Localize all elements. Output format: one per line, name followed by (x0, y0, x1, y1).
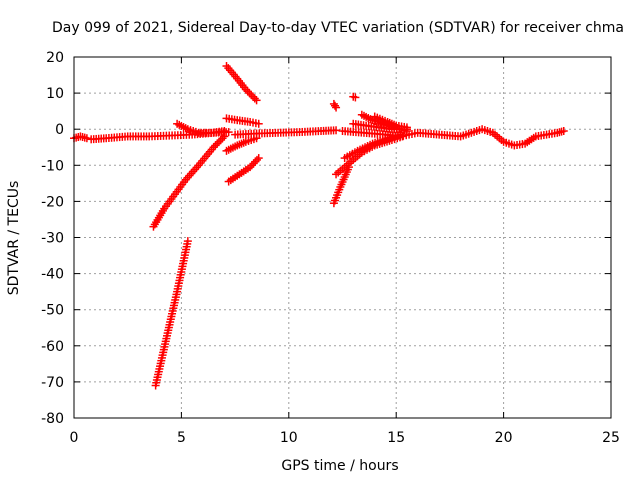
y-tick-label: -50 (41, 303, 64, 319)
data-point (246, 163, 255, 172)
data-point (396, 130, 405, 139)
y-tick-label: -80 (41, 411, 64, 427)
x-tick-label: 15 (387, 430, 405, 446)
y-tick-label: 20 (46, 50, 64, 66)
data-point (252, 96, 261, 105)
y-tick-label: -30 (41, 231, 64, 247)
data-point (250, 94, 259, 103)
x-tick-label: 25 (602, 430, 620, 446)
x-tick-label: 0 (70, 430, 79, 446)
y-tick-label: 10 (46, 86, 64, 102)
data-point (559, 127, 568, 136)
y-tick-label: 0 (55, 122, 64, 138)
data-point (402, 123, 411, 132)
data-point (220, 127, 229, 136)
data-point (249, 159, 258, 168)
data-point (252, 134, 261, 143)
data-point (332, 103, 341, 112)
y-tick-label: -40 (41, 267, 64, 283)
data-point (82, 134, 91, 143)
x-tick-label: 10 (280, 430, 298, 446)
data-point (330, 101, 339, 110)
data-point (249, 92, 257, 101)
grid-lines (74, 57, 611, 418)
data-point (214, 137, 223, 146)
y-tick-label: -20 (41, 194, 64, 210)
data-point (211, 141, 220, 150)
data-point (241, 85, 250, 94)
data-point (218, 134, 227, 143)
data-point (224, 128, 233, 137)
data-points (70, 62, 568, 390)
data-point (209, 143, 218, 152)
data-point (253, 155, 262, 164)
data-point (351, 93, 360, 102)
data-point (243, 87, 252, 96)
y-tick-label: -60 (41, 339, 64, 355)
data-point (254, 119, 263, 128)
data-point (213, 139, 222, 148)
axis-ticks: 0 5 10 15 20 25 -80 -70 -60 -50 -40 -30 -20 -10 0 10 20 (41, 50, 620, 446)
x-tick-label: 20 (495, 430, 513, 446)
y-tick-label: -70 (41, 375, 64, 391)
data-point (254, 154, 263, 163)
x-tick-label: 5 (177, 430, 186, 446)
data-point (151, 381, 160, 390)
data-point (247, 161, 256, 170)
y-axis-label: SDTVAR / TECUs (6, 181, 22, 296)
data-point (251, 157, 260, 166)
y-tick-label: -10 (41, 158, 64, 174)
data-point (216, 136, 225, 145)
x-axis-label: GPS time / hours (281, 458, 398, 474)
chart-title: Day 099 of 2021, Sidereal Day-to-day VTE… (52, 20, 624, 36)
data-point (245, 89, 254, 98)
data-point (247, 90, 256, 99)
